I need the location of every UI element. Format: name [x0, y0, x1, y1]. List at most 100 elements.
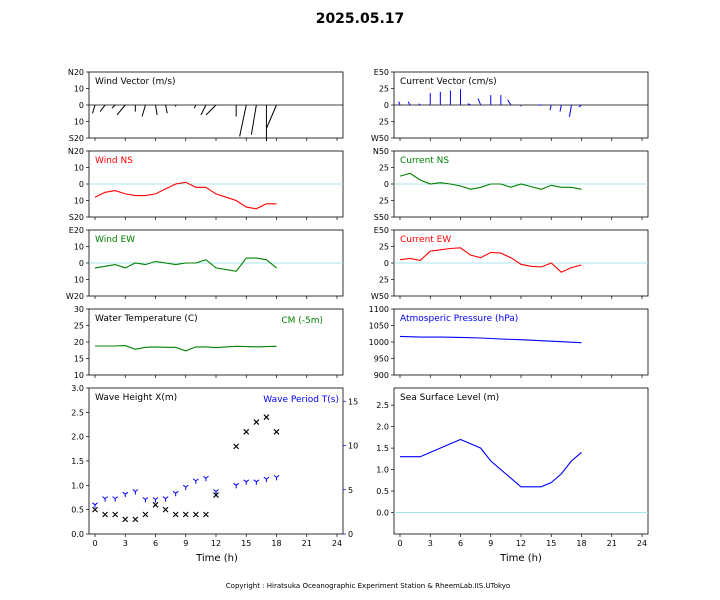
wave-height-marker — [92, 506, 98, 513]
y-tick-label: 0.5 — [376, 487, 389, 496]
y-tick-label: 0 — [79, 101, 84, 110]
y2-tick-label: 5 — [348, 486, 353, 495]
panel-wind_ew: E20 10 0 10 W20 Wind EW — [66, 226, 344, 301]
plot-frame — [88, 387, 344, 535]
y-tick-label: 15 — [74, 355, 84, 364]
x-tick-label: 24 — [637, 539, 647, 548]
panel-title: Wind Vector (m/s) — [95, 77, 176, 87]
y-tick-label: 10 — [74, 276, 84, 285]
wave-height-marker — [213, 492, 219, 498]
y2-tick-label: 10 — [348, 442, 358, 451]
wave-height-marker — [152, 501, 159, 508]
x-tick-label: 9 — [488, 539, 493, 548]
y-tick-label: 10 — [74, 85, 84, 94]
x-tick-label: 18 — [271, 539, 281, 548]
y-tick-label: 0 — [384, 180, 389, 189]
y-tick-label: 950 — [374, 355, 389, 364]
panels: N20 10 0 10 S20 Wind Vector (m/s) E50 25 0 25 W50 C… — [66, 68, 649, 548]
wave-period-marker — [102, 496, 108, 502]
x-tick-label: 12 — [516, 539, 526, 548]
x-tick-label: 3 — [123, 539, 128, 548]
x-tick-label: 6 — [458, 539, 463, 548]
vector-stick — [165, 104, 168, 114]
y-tick-label: 1100 — [369, 305, 389, 314]
panel-pressure: 1100 1050 1000 950 900 Atmosperic Pressure (h… — [369, 305, 649, 380]
panel-title: Water Temperature (C) — [95, 314, 198, 324]
vector-stick — [398, 101, 401, 106]
y-tick-label: 25 — [379, 197, 389, 206]
y-tick-label: S50 — [374, 213, 389, 222]
y-tick-label: 1000 — [369, 338, 389, 347]
panel-sea_level: 0 3 6 9 12 15 18 21 24 0.0 0.5 1.0 1.5 2.0 2.5 Sea Surf… — [376, 387, 649, 548]
vector-stick — [266, 104, 277, 129]
y-tick-label: N20 — [68, 68, 84, 77]
x-tick-label: 15 — [241, 539, 251, 548]
y-tick-label: 10 — [74, 243, 84, 252]
wave-height-marker — [102, 511, 108, 518]
wave-period-marker — [182, 484, 189, 491]
y-tick-label: E20 — [69, 226, 84, 235]
wave-height-marker — [192, 511, 199, 518]
figure-title: 2025.05.17 — [316, 11, 405, 27]
y2-tick-label: 0 — [348, 530, 353, 539]
wave-height-marker — [132, 516, 139, 523]
vector-stick — [116, 104, 126, 116]
y-tick-label: 0 — [79, 259, 84, 268]
panel-title: Current EW — [400, 235, 451, 245]
wave-period-marker — [162, 496, 169, 502]
panel-current_vector: E50 25 0 25 W50 Current Vector (cm/s) — [371, 68, 649, 143]
vector-stick — [239, 104, 247, 137]
panel-water_temp: 30 25 20 15 10 Water Temperature (C) CM (-5m) — [74, 305, 344, 380]
panel-wave: 0 3 6 9 12 15 18 21 24 0.0 0.5 1.0 1.5 2.0 2.5 3.0 Wave … — [71, 384, 358, 548]
vector-stick — [200, 104, 207, 116]
depth-annotation: CM (-5m) — [281, 316, 323, 326]
x-axis-label-right: Time (h) — [499, 553, 542, 564]
wave-period-marker — [243, 479, 250, 485]
y-tick-label: E50 — [374, 226, 389, 235]
wave-period-marker — [122, 491, 129, 498]
y-tick-label: 2.0 — [71, 433, 84, 442]
y2-tick-label: 15 — [348, 397, 358, 406]
panel-title-secondary: Wave Period T(s) — [263, 395, 339, 405]
panel-wind_vector: N20 10 0 10 S20 Wind Vector (m/s) — [68, 68, 344, 143]
wave-height-marker — [253, 419, 260, 425]
wave-height-marker — [243, 428, 250, 435]
vector-stick — [141, 104, 146, 117]
x-tick-label: 9 — [183, 539, 188, 548]
panel-title: Sea Surface Level (m) — [400, 393, 499, 403]
y-tick-label: N20 — [68, 147, 84, 156]
copyright-footer: Copyright : Hiratsuka Oceanographic Expe… — [226, 582, 510, 590]
panel-wind_ns: N20 10 0 10 S20 Wind NS — [68, 147, 344, 222]
wave-period-marker — [192, 478, 199, 484]
x-tick-label: 18 — [576, 539, 586, 548]
vector-stick — [155, 104, 158, 115]
wave-period-marker — [152, 497, 159, 503]
wave-height-marker — [182, 511, 189, 518]
y-tick-label: 0.5 — [71, 506, 84, 515]
series-line — [399, 335, 582, 344]
wave-period-marker — [92, 502, 98, 508]
vector-stick — [250, 104, 257, 135]
y-tick-label: 2.5 — [376, 401, 389, 410]
wave-height-marker — [122, 516, 129, 523]
y-tick-label: W50 — [371, 292, 389, 301]
y-tick-label: 0 — [384, 101, 389, 110]
wave-period-marker — [253, 479, 260, 485]
y-tick-label: W20 — [66, 292, 84, 301]
x-tick-label: 6 — [153, 539, 158, 548]
x-tick-label: 21 — [607, 539, 617, 548]
y-tick-label: 25 — [379, 85, 389, 94]
panel-title: Current NS — [400, 156, 449, 166]
x-tick-label: 12 — [211, 539, 221, 548]
vector-stick — [477, 98, 482, 106]
wave-height-marker — [162, 506, 169, 513]
vector-stick — [559, 104, 562, 112]
wave-period-marker — [203, 475, 209, 482]
y-tick-label: 1050 — [369, 322, 389, 331]
y-tick-label: 25 — [74, 322, 84, 331]
y-tick-label: 1.0 — [376, 466, 389, 475]
panel-title: Wind NS — [95, 156, 133, 166]
vector-stick — [549, 104, 552, 111]
panel-title: Wind EW — [95, 235, 135, 245]
